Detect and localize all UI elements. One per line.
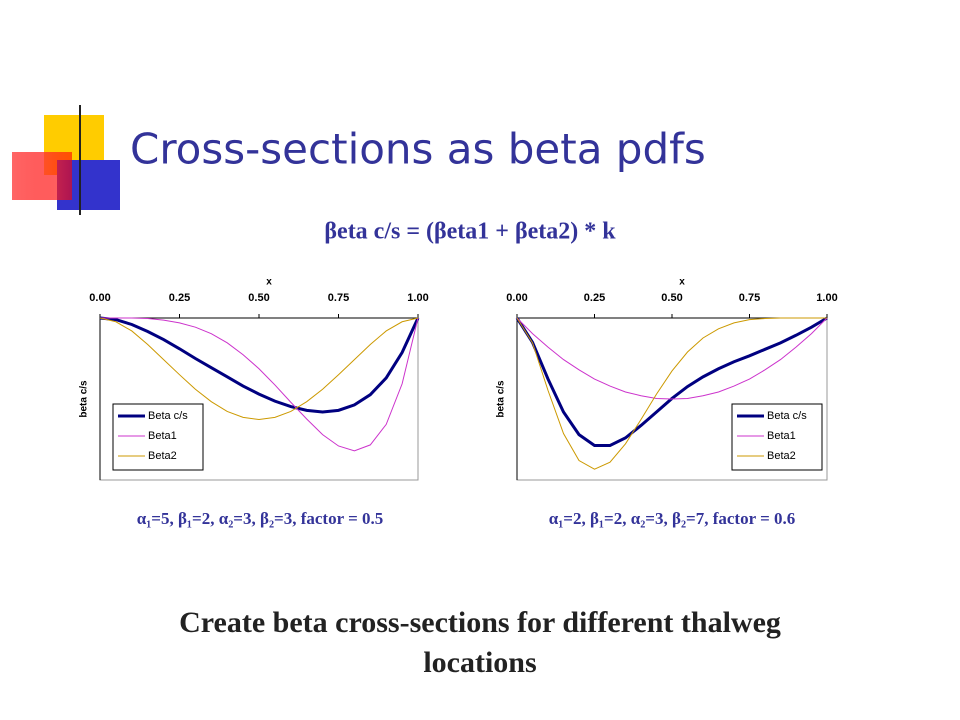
legend-label: Beta c/s	[148, 410, 188, 422]
series-line	[516, 317, 828, 400]
y-axis-title: beta c/s	[496, 380, 507, 418]
x-tick-label: 0.00	[506, 292, 527, 304]
series-line	[515, 316, 828, 447]
series-line	[516, 317, 827, 470]
y-axis-title: beta c/s	[79, 380, 90, 418]
series-line	[100, 317, 419, 452]
chart-caption: α₁=5, β₁=2, α₂=3, β₂=3, factor = 0.5	[137, 509, 384, 528]
x-tick-label: 0.50	[248, 292, 269, 304]
x-axis-title: x	[266, 277, 272, 288]
series-line	[99, 316, 420, 414]
x-tick-label: 0.00	[89, 292, 110, 304]
x-axis-title: x	[679, 277, 685, 288]
series-line	[99, 317, 419, 421]
legend-box	[112, 403, 204, 471]
legend-label: Beta1	[148, 430, 177, 442]
x-tick-label: 1.00	[816, 292, 837, 304]
x-tick-label: 0.75	[739, 292, 760, 304]
footer-line: locations	[423, 646, 536, 679]
legend-label: Beta2	[767, 450, 796, 462]
legend-label: Beta2	[148, 450, 177, 462]
x-tick-label: 0.50	[661, 292, 682, 304]
x-tick-label: 0.25	[169, 292, 190, 304]
legend-label: Beta c/s	[767, 410, 807, 422]
footer-line: Create beta cross-sections for different…	[179, 606, 781, 639]
x-tick-label: 1.00	[407, 292, 428, 304]
slide-title: Cross-sections as beta pdfs	[130, 125, 706, 174]
deco-red	[12, 152, 72, 200]
legend-label: Beta1	[767, 430, 796, 442]
x-tick-label: 0.25	[584, 292, 605, 304]
chart-caption: α₁=2, β₁=2, α₂=3, β₂=7, factor = 0.6	[549, 509, 796, 528]
formula: βeta c/s = (βeta1 + βeta2) * k	[324, 219, 616, 245]
x-tick-label: 0.75	[328, 292, 349, 304]
